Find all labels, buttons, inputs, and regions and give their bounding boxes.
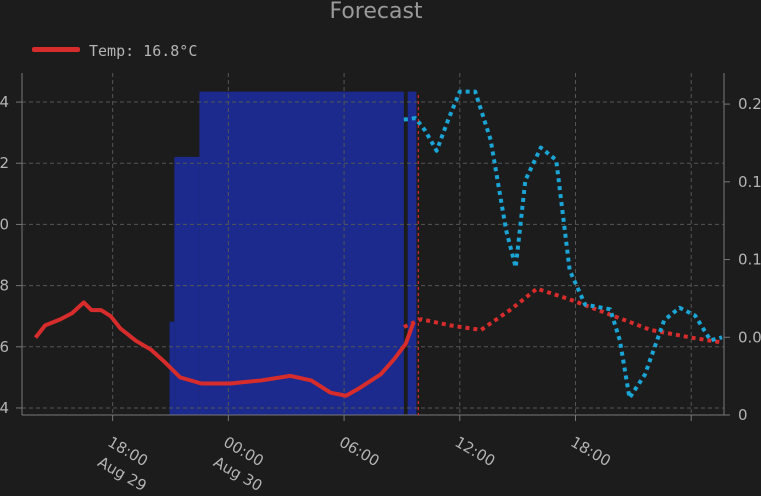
y2-tick-label: 0.15 xyxy=(738,173,761,191)
x-tick-label: 06:00 xyxy=(336,433,382,470)
y2-tick-label: 0.10 xyxy=(738,251,761,269)
series-line xyxy=(403,286,721,345)
x-tick-label: 18:00 xyxy=(568,433,614,470)
series-line xyxy=(33,300,416,398)
x-tick-label: 12:00 xyxy=(452,433,498,470)
y-tick-label: 20 xyxy=(0,215,9,233)
bar xyxy=(199,91,404,416)
y-tick-label: 14 xyxy=(0,399,9,417)
y2-tick-label: 0.05 xyxy=(738,328,761,346)
chart-title: Forecast xyxy=(329,0,422,24)
y-tick-label: 16 xyxy=(0,338,9,356)
y-tick-label: 22 xyxy=(0,154,9,172)
y2-tick-label: 0 xyxy=(738,406,748,424)
legend-label: Temp: 16.8°C xyxy=(89,42,197,60)
y-tick-label: 18 xyxy=(0,277,9,295)
bar xyxy=(407,91,417,416)
y2-tick-label: 0.20 xyxy=(738,95,761,113)
series-line xyxy=(403,89,723,400)
y-tick-label: 24 xyxy=(0,93,9,111)
legend-swatch xyxy=(32,47,80,52)
